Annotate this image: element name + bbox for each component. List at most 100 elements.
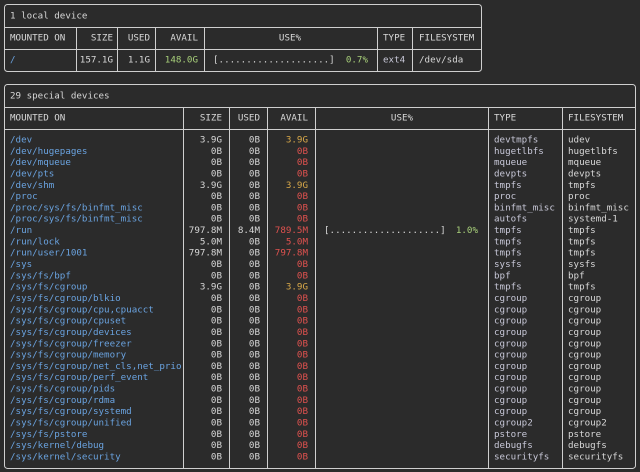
- cell-avail: 0B: [297, 429, 309, 440]
- cell-type: mqueue: [494, 157, 527, 168]
- table-title: 29 special devices: [10, 91, 110, 102]
- cell-mounted-on: /sys/fs/cgroup/rdma: [10, 395, 115, 406]
- cell-avail: 0B: [297, 384, 309, 395]
- cell-used: 0B: [249, 282, 261, 293]
- cell-avail: 0B: [297, 304, 309, 315]
- cell-mounted-on: /dev/shm: [10, 180, 55, 191]
- cell-filesystem: systemd-1: [568, 214, 618, 225]
- cell-mounted-on: /sys/fs/bpf: [10, 270, 71, 281]
- usage-bar: [....................]: [324, 225, 446, 236]
- cell-size: 0B: [211, 327, 223, 338]
- cell-used: 0B: [249, 214, 261, 225]
- cell-type: bpf: [494, 270, 511, 281]
- cell-mounted-on: /sys/fs/cgroup/unified: [10, 418, 132, 429]
- cell-mounted-on: /dev/pts: [10, 168, 54, 179]
- cell-size: 0B: [211, 338, 223, 349]
- cell-type: cgroup: [494, 338, 527, 349]
- cell-filesystem: hugetlbfs: [568, 146, 618, 157]
- cell-size: 0B: [211, 304, 223, 315]
- cell-type: cgroup2: [494, 418, 533, 429]
- cell-used: 0B: [249, 135, 261, 146]
- cell-avail: 0B: [297, 293, 309, 304]
- cell-mounted-on: /sys/fs/pstore: [10, 429, 87, 440]
- cell-avail: 0B: [297, 259, 309, 270]
- cell-avail: 789.5M: [275, 225, 309, 236]
- cell-mounted-on: /dev/hugepages: [10, 146, 87, 157]
- cell-used: 0B: [249, 361, 261, 372]
- cell-filesystem: cgroup: [568, 293, 601, 304]
- cell-mounted-on: /sys/fs/cgroup: [10, 282, 87, 293]
- cell-filesystem: tmpfs: [568, 236, 596, 247]
- cell-avail: 0B: [297, 146, 309, 157]
- cell-filesystem: devpts: [568, 168, 601, 179]
- column-header: AVAIL: [170, 33, 198, 44]
- cell-used: 0B: [249, 146, 261, 157]
- cell-type: cgroup: [494, 304, 527, 315]
- cell-type: securityfs: [494, 451, 549, 462]
- cell-filesystem: pstore: [568, 429, 601, 440]
- column-header: USED: [128, 33, 150, 44]
- column-header: SIZE: [200, 113, 222, 124]
- cell-avail: 0B: [297, 440, 309, 451]
- cell-size: 0B: [211, 451, 223, 462]
- cell-size: 0B: [211, 214, 223, 225]
- table-title: 1 local device: [10, 11, 87, 22]
- column-header: USED: [238, 113, 260, 124]
- cell-mounted-on: /sys: [10, 259, 32, 270]
- cell-avail: 148.0G: [165, 55, 198, 66]
- cell-mounted-on: /sys/fs/cgroup/blkio: [10, 293, 121, 304]
- cell-filesystem: proc: [568, 191, 590, 202]
- cell-filesystem: securityfs: [568, 451, 623, 462]
- cell-size: 0B: [211, 361, 223, 372]
- cell-used: 0B: [249, 395, 261, 406]
- column-header: TYPE: [383, 33, 405, 44]
- cell-type: tmpfs: [494, 282, 522, 293]
- cell-type: tmpfs: [494, 236, 522, 247]
- cell-type: cgroup: [494, 384, 527, 395]
- column-header: SIZE: [91, 33, 113, 44]
- cell-used: 0B: [249, 338, 261, 349]
- cell-type: debugfs: [494, 440, 533, 451]
- cell-type: cgroup: [494, 372, 527, 383]
- cell-filesystem: cgroup: [568, 304, 601, 315]
- cell-used: 0B: [249, 372, 261, 383]
- cell-avail: 3.9G: [286, 135, 308, 146]
- cell-size: 0B: [211, 372, 223, 383]
- cell-size: 3.9G: [200, 180, 222, 191]
- cell-filesystem: mqueue: [568, 157, 601, 168]
- cell-used: 0B: [249, 293, 261, 304]
- cell-used: 0B: [249, 248, 261, 259]
- usage-percent: 0.7%: [346, 55, 369, 66]
- cell-type: ext4: [383, 55, 406, 66]
- cell-type: cgroup: [494, 350, 527, 361]
- cell-avail: 0B: [297, 395, 309, 406]
- cell-avail: 0B: [297, 214, 309, 225]
- cell-used: 0B: [249, 236, 261, 247]
- cell-mounted-on: /dev/mqueue: [10, 157, 71, 168]
- cell-avail: 0B: [297, 372, 309, 383]
- cell-mounted-on: /sys/fs/cgroup/cpuset: [10, 316, 126, 327]
- cell-size: 0B: [211, 429, 223, 440]
- cell-used: 0B: [249, 168, 261, 179]
- cell-type: tmpfs: [494, 248, 522, 259]
- column-header: USE%: [391, 113, 414, 124]
- column-header: FILESYSTEM: [419, 33, 475, 44]
- cell-used: 0B: [249, 259, 261, 270]
- cell-used: 0B: [249, 304, 261, 315]
- cell-filesystem: cgroup: [568, 395, 601, 406]
- cell-mounted-on: /sys/fs/cgroup/systemd: [10, 406, 132, 417]
- cell-used: 0B: [249, 451, 261, 462]
- cell-size: 3.9G: [200, 282, 222, 293]
- cell-mounted-on: /sys/fs/cgroup/net_cls,net_prio: [10, 361, 181, 372]
- cell-mounted-on: /proc/sys/fs/binfmt_misc: [10, 202, 143, 213]
- cell-filesystem: cgroup: [568, 350, 601, 361]
- cell-type: sysfs: [494, 259, 522, 270]
- usage-bar: [....................]: [213, 55, 335, 66]
- cell-mounted-on: /proc/sys/fs/binfmt_misc: [10, 214, 143, 225]
- cell-type: tmpfs: [494, 225, 522, 236]
- cell-mounted-on: /proc: [10, 191, 38, 202]
- cell-used: 0B: [249, 350, 261, 361]
- cell-used: 0B: [249, 418, 261, 429]
- cell-avail: 0B: [297, 270, 309, 281]
